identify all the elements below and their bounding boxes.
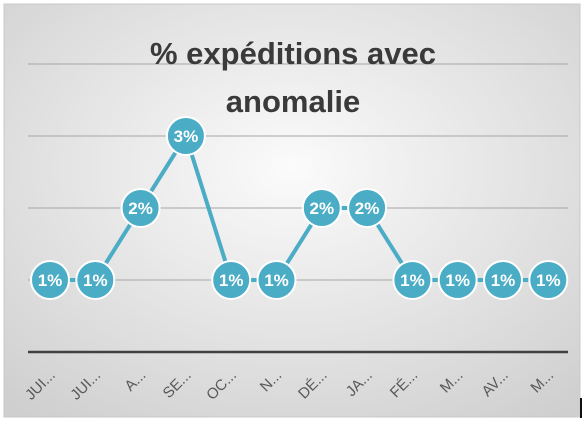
data-label-7: 2% bbox=[310, 199, 335, 218]
data-point-2 bbox=[75, 260, 116, 300]
data-point-11 bbox=[483, 260, 523, 300]
data-label-9: 1% bbox=[400, 271, 425, 290]
data-label-4: 3% bbox=[174, 127, 199, 146]
data-point-7 bbox=[301, 188, 342, 228]
data-point-6 bbox=[256, 260, 297, 300]
text-cursor bbox=[580, 398, 582, 418]
data-label-2: 1% bbox=[83, 271, 108, 290]
chart-background bbox=[3, 3, 581, 418]
data-label-11: 1% bbox=[491, 271, 516, 290]
markers-group: 1% 1% 2% 3% 1% 1% 2% 2% 1% 1% 1% 1% bbox=[30, 116, 569, 300]
data-point-9 bbox=[392, 260, 433, 300]
data-point-10 bbox=[437, 260, 478, 300]
chart-title: % expéditions avec anomalie bbox=[149, 36, 436, 119]
data-label-1: 1% bbox=[38, 271, 63, 290]
data-label-3: 2% bbox=[128, 199, 153, 218]
data-label-6: 1% bbox=[264, 271, 289, 290]
data-label-5: 1% bbox=[219, 271, 244, 290]
data-label-8: 2% bbox=[355, 199, 380, 218]
data-point-12 bbox=[528, 260, 569, 300]
data-point-4 bbox=[165, 116, 206, 156]
data-label-10: 1% bbox=[445, 271, 470, 290]
data-point-5 bbox=[211, 260, 252, 300]
data-point-3 bbox=[120, 188, 161, 228]
data-label-12: 1% bbox=[536, 271, 561, 290]
data-point-1 bbox=[30, 260, 70, 300]
data-point-8 bbox=[347, 188, 388, 228]
